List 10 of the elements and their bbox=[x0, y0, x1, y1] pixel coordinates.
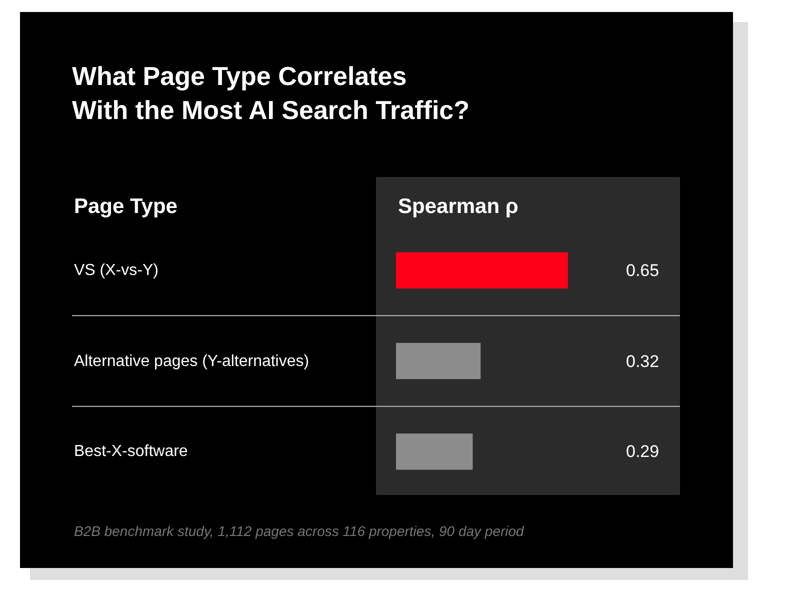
x-axis-title: Spearman ρ bbox=[398, 195, 518, 218]
y-tick-label: Alternative pages (Y-alternatives) bbox=[74, 353, 310, 370]
data-label: 0.32 bbox=[626, 352, 660, 371]
chart-title: What Page Type Correlates With the Most AI Search Traffic? bbox=[72, 61, 470, 125]
y-tick-label: VS (X-vs-Y) bbox=[74, 262, 158, 279]
y-tick-label: Best-X-software bbox=[74, 443, 188, 460]
data-label: 0.29 bbox=[626, 442, 660, 461]
text: B2B benchmark study, 1,112 pages across 116 properties, 90 day period bbox=[74, 523, 526, 539]
data-label: 0.65 bbox=[626, 261, 660, 280]
y-axis-title: Page Type bbox=[74, 195, 178, 218]
